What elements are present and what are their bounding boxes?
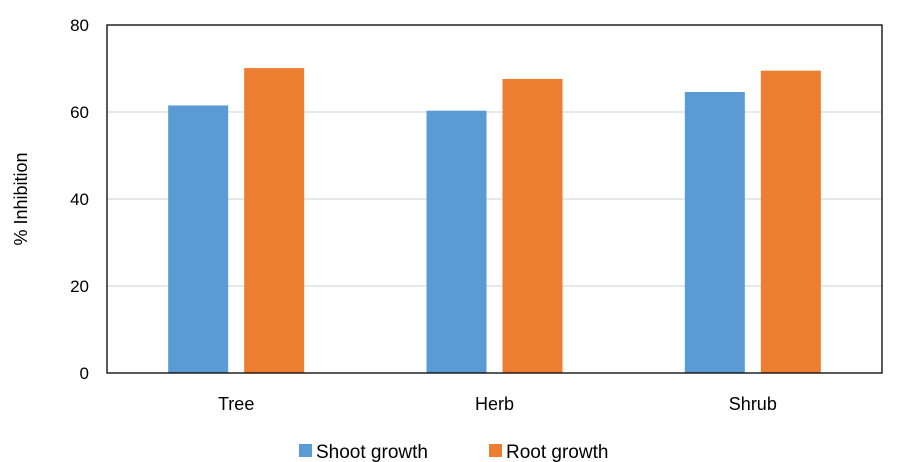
y-tick-label: 80: [70, 16, 89, 35]
x-category-label: Tree: [218, 394, 254, 414]
legend-swatch: [489, 444, 502, 457]
y-tick-label: 20: [70, 277, 89, 296]
bar-root-growth-herb: [502, 78, 563, 373]
y-tick-label: 60: [70, 103, 89, 122]
bar-shoot-growth-shrub: [684, 91, 745, 374]
bar-shoot-growth-herb: [426, 110, 487, 373]
legend: Shoot growth Root growth: [299, 442, 608, 462]
legend-swatch: [299, 444, 312, 457]
y-tick-label: 0: [80, 364, 89, 383]
y-tick-label: 40: [70, 190, 89, 209]
y-axis-label: % Inhibition: [11, 152, 31, 245]
y-axis-ticks: 0 20 40 60 80: [70, 16, 89, 383]
legend-label: Shoot growth: [316, 442, 428, 462]
x-category-label: Herb: [475, 394, 514, 414]
x-category-label: Shrub: [729, 394, 777, 414]
bar-root-growth-tree: [244, 68, 305, 373]
legend-label: Root growth: [506, 442, 608, 462]
gridlines: [107, 111, 882, 287]
plot-area-frame: [106, 24, 883, 374]
bar-root-growth-shrub: [760, 70, 821, 374]
bars: [168, 68, 821, 374]
x-axis-categories: Tree Herb Shrub: [218, 394, 777, 414]
bar-shoot-growth-tree: [168, 105, 229, 373]
